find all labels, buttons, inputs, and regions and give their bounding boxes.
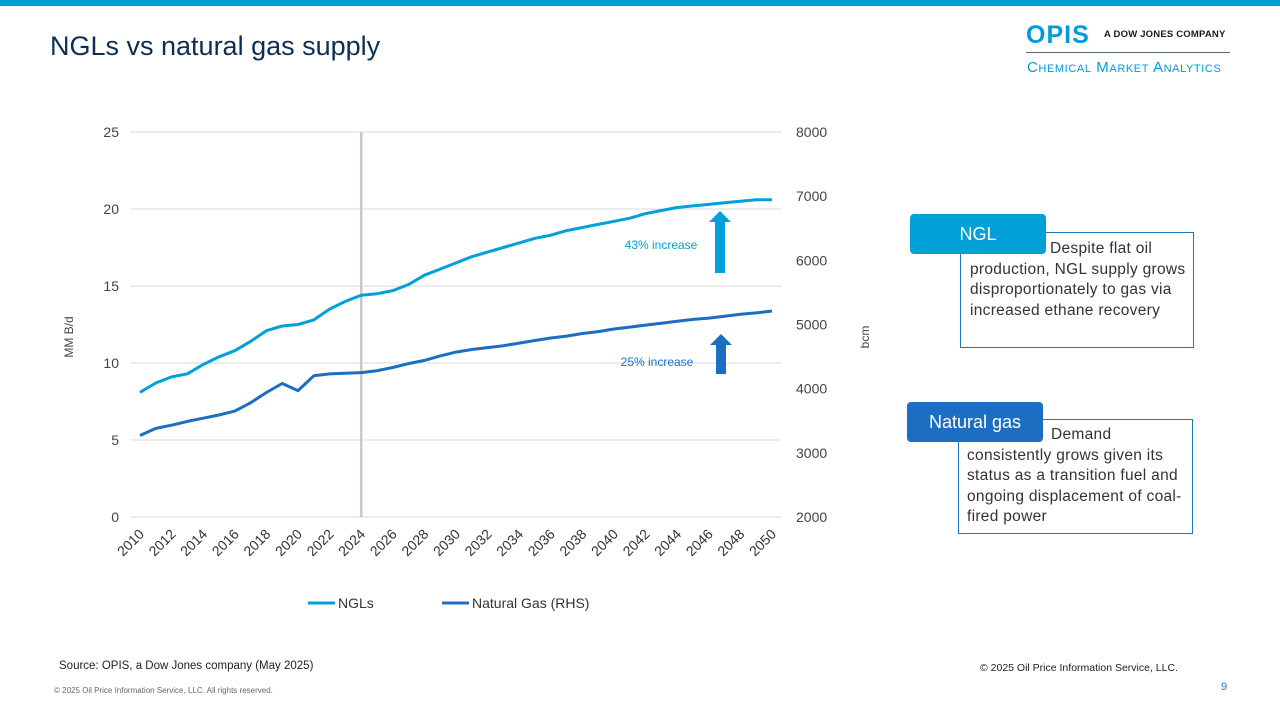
legend-label: NGLs [338,595,374,611]
y-right-tick-label: 7000 [796,188,827,204]
x-tick-label: 2020 [272,526,305,559]
ngl-tag: NGL [910,214,1046,254]
x-tick-label: 2050 [746,526,779,559]
chart-annotations: 43% increase 25% increase [621,211,732,374]
up-arrow-icon [709,211,731,273]
y-left-tick-label: 25 [103,124,119,140]
ngl-callout-box: Despite flat oil production, NGL supply … [960,232,1194,348]
legend-label: Natural Gas (RHS) [472,595,589,611]
gas-tag: Natural gas [907,402,1043,442]
logo-division: Chemical Market Analytics [1027,59,1222,76]
top-accent-bar [0,0,1280,6]
x-tick-label: 2022 [303,526,336,559]
y-right-tick-label: 5000 [796,317,827,333]
logo-brand: OPIS [1026,21,1090,49]
x-tick-label: 2036 [525,526,558,559]
gas-callout-text: Demand consistently grows given its stat… [967,426,1182,526]
chart-legend: NGLs Natural Gas (RHS) [308,595,589,611]
y-left-tick-label: 15 [103,278,119,294]
y-right-tick-label: 6000 [796,252,827,268]
annotation-label: 25% increase [621,355,694,369]
chart-series-lines [139,198,773,437]
y-left-axis-title: MM B/d [62,316,76,357]
annotation-label: 43% increase [625,238,698,252]
up-arrow-icon [710,334,732,374]
y-left-tick-label: 5 [111,432,119,448]
gas-callout-box: Demand consistently grows given its stat… [958,419,1193,534]
x-tick-label: 2024 [335,526,368,559]
source-note: Source: OPIS, a Dow Jones company (May 2… [59,660,314,672]
y-left-tick-label: 10 [103,355,119,371]
x-tick-label: 2048 [714,526,747,559]
x-tick-label: 2040 [588,526,621,559]
page-title: NGLs vs natural gas supply [50,31,381,61]
x-tick-label: 2034 [493,526,526,559]
y-left-tick-label: 20 [103,201,119,217]
y-right-axis-title: bcm [858,326,872,349]
copyright-small: © 2025 Oil Price Information Service, LL… [54,686,273,695]
chart-axis-labels: 0 5 10 15 20 25 2000 3000 4000 5000 6000 7000 8000 20… [62,124,872,559]
x-tick-label: 2018 [240,526,273,559]
x-tick-label: 2016 [209,526,242,559]
y-right-tick-label: 3000 [796,445,827,461]
x-tick-label: 2014 [177,526,210,559]
x-tick-label: 2030 [430,526,463,559]
x-tick-label: 2044 [651,526,684,559]
logo-tagline: A DOW JONES COMPANY [1104,29,1226,40]
y-right-tick-label: 2000 [796,509,827,525]
page-number: 9 [1221,681,1228,693]
x-tick-label: 2042 [619,526,652,559]
copyright-right: © 2025 Oil Price Information Service, LL… [980,662,1178,674]
y-right-tick-label: 8000 [796,124,827,140]
y-right-tick-label: 4000 [796,381,827,397]
x-tick-label: 2032 [461,526,494,559]
x-tick-label: 2046 [683,526,716,559]
x-tick-label: 2038 [556,526,589,559]
x-tick-label: 2012 [145,526,178,559]
company-logo: OPIS A DOW JONES COMPANY Chemical Market… [1026,20,1230,80]
logo-divider [1026,52,1230,53]
x-tick-label: 2026 [367,526,400,559]
series-line-ngls [139,198,772,394]
series-line-natural-gas [139,309,773,437]
y-left-tick-label: 0 [111,509,119,525]
chart-gridlines [130,131,782,518]
ngl-callout-text: Despite flat oil production, NGL supply … [970,240,1186,319]
x-tick-label: 2028 [398,526,431,559]
x-tick-label: 2010 [114,526,147,559]
